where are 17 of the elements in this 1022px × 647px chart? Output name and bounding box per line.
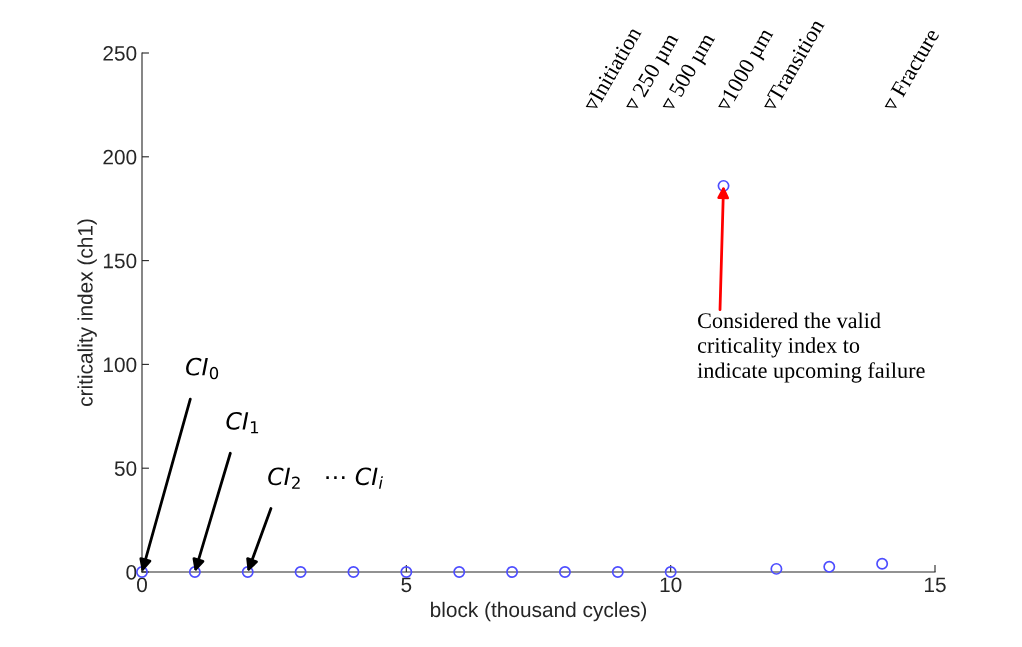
y-tick-label: 250 [103, 46, 137, 61]
annotation: CI$_{1}$ [226, 411, 259, 434]
y-tick-label: 150 [103, 253, 137, 269]
y-tick-label: 100 [103, 357, 137, 373]
annotation: CI$_{2}$ [268, 467, 300, 489]
x-tick-label: 5 [401, 577, 412, 593]
annotation: ⋯ CI$_{i}$ [326, 467, 383, 489]
x-axis-title: block (thousand cycles) [431, 601, 647, 622]
y-tick-label: 0 [126, 565, 137, 580]
x-tick-label: 15 [925, 577, 946, 593]
y-axis-title: criticality index (ch1) [77, 219, 97, 406]
annotation: CI$_{0}$ [186, 357, 219, 380]
x-tick-label: 10 [660, 577, 682, 593]
y-tick-label: 50 [114, 461, 137, 476]
y-tick-label: 200 [103, 149, 137, 165]
x-tick-label: 0 [137, 577, 147, 593]
annotation: Considered the valid criticality index to indicate upcoming failure [697, 312, 925, 383]
